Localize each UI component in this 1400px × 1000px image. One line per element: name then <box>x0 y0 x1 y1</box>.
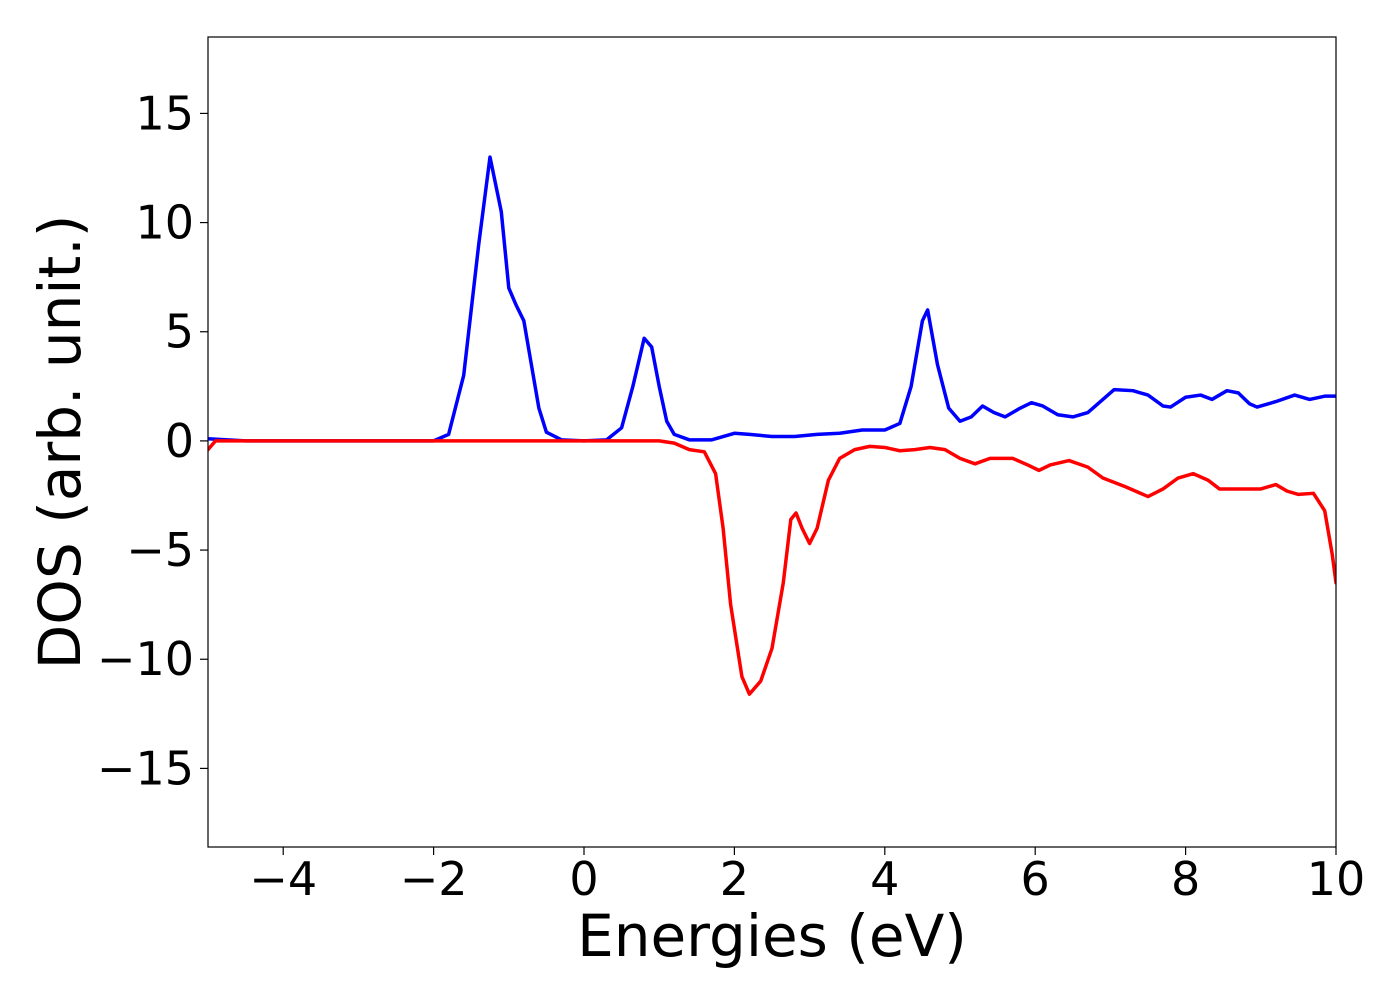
x-tick-label: −4 <box>249 852 317 906</box>
y-tick-label: 15 <box>135 86 194 140</box>
x-tick-label: 8 <box>1171 852 1200 906</box>
x-tick-label: 6 <box>1021 852 1050 906</box>
x-tick-label: 10 <box>1307 852 1366 906</box>
x-tick-label: −2 <box>400 852 468 906</box>
x-axis-label: Energies (eV) <box>577 902 967 970</box>
x-tick-label: 0 <box>569 852 598 906</box>
y-axis-label: DOS (arb. unit.) <box>26 215 94 670</box>
y-tick-label: 10 <box>135 196 194 250</box>
y-tick-label: 0 <box>165 414 194 468</box>
dos-line <box>208 155 1336 443</box>
plot-area <box>208 155 1336 696</box>
dos-line <box>208 439 1336 696</box>
x-tick-label: 2 <box>720 852 749 906</box>
axes-frame <box>207 36 1337 848</box>
y-tick-label: 5 <box>165 305 194 359</box>
y-tick-label: −10 <box>97 632 194 686</box>
y-tick-label: −15 <box>97 741 194 795</box>
y-tick-label: −5 <box>126 523 194 577</box>
x-tick-label: 4 <box>870 852 899 906</box>
